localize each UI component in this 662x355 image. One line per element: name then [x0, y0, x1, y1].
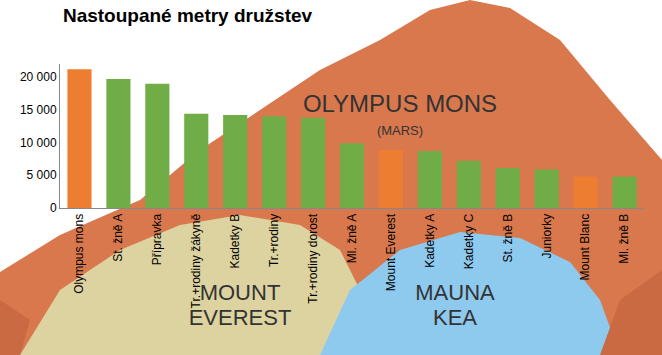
svg-text:(MARS): (MARS) — [377, 123, 423, 138]
svg-text:Mount Everest: Mount Everest — [384, 213, 398, 291]
svg-text:5 000: 5 000 — [27, 168, 57, 182]
svg-text:Tr.+rodiny: Tr.+rodiny — [267, 214, 281, 267]
svg-text:Nastoupané metry družstev: Nastoupané metry družstev — [63, 5, 313, 26]
svg-text:MAUNAKEA: MAUNAKEA — [415, 280, 495, 330]
svg-text:Mount Blanc: Mount Blanc — [579, 214, 593, 281]
svg-text:Tr.+rodiny dorost: Tr.+rodiny dorost — [306, 213, 320, 304]
svg-text:15 000: 15 000 — [20, 103, 57, 117]
svg-text:Kadetky A: Kadetky A — [423, 214, 437, 268]
svg-text:Tr.+rodiny žákyně: Tr.+rodiny žákyně — [189, 213, 203, 308]
svg-text:20 000: 20 000 — [20, 70, 57, 84]
svg-text:10 000: 10 000 — [20, 136, 57, 150]
svg-text:Kadetky B: Kadetky B — [228, 214, 242, 269]
svg-text:0: 0 — [50, 201, 57, 215]
svg-text:St. žně B: St. žně B — [501, 214, 515, 263]
svg-text:Olympus mons: Olympus mons — [72, 214, 86, 294]
svg-text:Přípravka: Přípravka — [150, 213, 164, 265]
svg-text:Ml. žně B: Ml. žně B — [617, 214, 631, 264]
svg-text:OLYMPUS MONS: OLYMPUS MONS — [303, 90, 497, 117]
svg-text:Kadetky C: Kadetky C — [462, 213, 476, 269]
svg-text:MOUNTEVEREST: MOUNTEVEREST — [189, 280, 292, 330]
svg-text:St. žně A: St. žně A — [111, 214, 125, 262]
svg-text:Ml. žně A: Ml. žně A — [345, 214, 359, 263]
svg-text:Juniorky: Juniorky — [540, 214, 554, 259]
